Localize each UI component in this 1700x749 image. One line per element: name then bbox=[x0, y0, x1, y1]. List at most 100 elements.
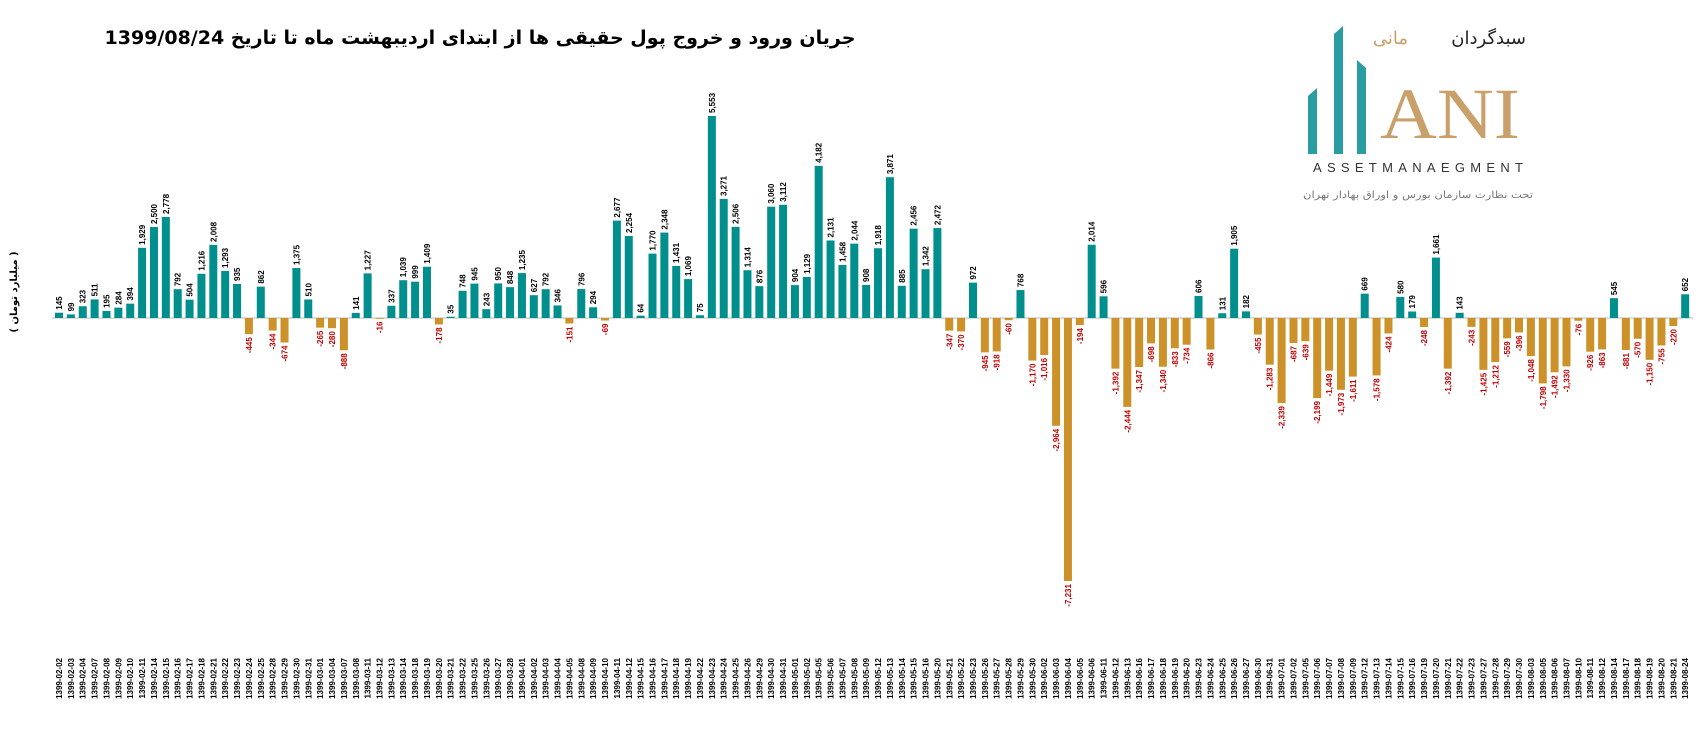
data-label: 1,039 bbox=[399, 257, 408, 278]
x-tick-label: 1399-06-16 bbox=[1135, 657, 1144, 698]
x-tick-label: 1399-06-11 bbox=[1100, 657, 1109, 698]
bar bbox=[1348, 318, 1357, 377]
data-label: -1,425 bbox=[1479, 372, 1488, 395]
x-tick-label: 1399-02-09 bbox=[114, 657, 123, 698]
data-label: 1,375 bbox=[292, 244, 301, 265]
x-tick-label: 1399-05-13 bbox=[886, 657, 895, 698]
bar bbox=[660, 232, 669, 318]
x-tick-label: 1399-02-24 bbox=[245, 657, 254, 698]
bar bbox=[909, 228, 918, 318]
data-label: 1,342 bbox=[922, 246, 931, 267]
x-tick-label: 1399-06-12 bbox=[1111, 657, 1120, 698]
x-tick-label: 1399-06-30 bbox=[1254, 657, 1263, 698]
bar bbox=[506, 287, 515, 318]
bar bbox=[767, 206, 776, 318]
x-tick-label: 1399-02-03 bbox=[67, 657, 76, 698]
logo-subtitle: ASSETMANAEGMENT bbox=[1313, 160, 1523, 175]
data-label: -2,444 bbox=[1123, 409, 1132, 432]
bar bbox=[138, 247, 147, 318]
x-tick-label: 1399-03-26 bbox=[482, 657, 491, 698]
bar bbox=[684, 279, 693, 318]
data-label: 748 bbox=[459, 274, 468, 288]
x-tick-label: 1399-04-22 bbox=[696, 657, 705, 698]
bar bbox=[695, 315, 704, 318]
bar bbox=[1313, 318, 1322, 398]
x-tick-label: 1399-04-04 bbox=[554, 657, 563, 698]
data-label: -243 bbox=[1468, 329, 1477, 346]
data-label: -1,016 bbox=[1040, 357, 1049, 380]
bar bbox=[446, 316, 455, 318]
data-label: 862 bbox=[257, 270, 266, 284]
data-label: 1,216 bbox=[197, 250, 206, 271]
x-tick-label: 1399-04-24 bbox=[720, 657, 729, 698]
x-tick-label: 1399-07-19 bbox=[1420, 657, 1429, 698]
bar bbox=[1503, 318, 1512, 339]
data-label: -1,048 bbox=[1527, 359, 1536, 382]
data-label: 1,314 bbox=[743, 247, 752, 268]
data-label: 2,131 bbox=[827, 217, 836, 238]
bar bbox=[316, 318, 325, 328]
bar bbox=[363, 273, 372, 318]
data-label: 606 bbox=[1195, 279, 1204, 293]
bar bbox=[399, 280, 408, 318]
x-tick-label: 1399-02-11 bbox=[138, 657, 147, 698]
x-tick-label: 1399-04-15 bbox=[637, 657, 646, 698]
x-tick-label: 1399-06-19 bbox=[1171, 657, 1180, 698]
bar bbox=[387, 305, 396, 318]
x-tick-label: 1399-07-13 bbox=[1373, 657, 1382, 698]
bar bbox=[197, 273, 206, 318]
data-label: -698 bbox=[1147, 346, 1156, 363]
bar bbox=[351, 312, 360, 318]
data-label: 5,553 bbox=[708, 92, 717, 113]
bar bbox=[1431, 257, 1440, 318]
x-tick-label: 1399-08-05 bbox=[1539, 657, 1548, 698]
bar bbox=[256, 286, 265, 318]
data-label: 2,778 bbox=[162, 193, 171, 214]
bar bbox=[304, 299, 313, 318]
data-label: 504 bbox=[186, 283, 195, 297]
bar bbox=[161, 216, 170, 318]
data-label: -1,578 bbox=[1373, 378, 1382, 401]
data-label: 179 bbox=[1408, 295, 1417, 309]
x-tick-label: 1399-04-19 bbox=[684, 657, 693, 698]
bar bbox=[1206, 318, 1215, 350]
data-label: -866 bbox=[1206, 352, 1215, 369]
data-label: -945 bbox=[981, 355, 990, 372]
data-label: 2,677 bbox=[613, 197, 622, 218]
x-tick-label: 1399-07-27 bbox=[1479, 657, 1488, 698]
x-tick-label: 1399-02-22 bbox=[221, 657, 230, 698]
bar bbox=[78, 306, 87, 318]
bar bbox=[885, 177, 894, 318]
x-tick-label: 1399-04-08 bbox=[577, 657, 586, 698]
x-tick-label: 1399-03-08 bbox=[352, 657, 361, 698]
bar bbox=[470, 283, 479, 318]
x-tick-label: 1399-04-03 bbox=[542, 657, 551, 698]
bar bbox=[114, 307, 123, 318]
bar bbox=[1455, 312, 1464, 318]
bar bbox=[933, 228, 942, 318]
x-tick-label: 1399-04-11 bbox=[613, 657, 622, 698]
bar bbox=[1242, 311, 1250, 318]
data-label: 768 bbox=[1016, 273, 1025, 287]
x-tick-label: 1399-03-11 bbox=[364, 657, 373, 698]
bar bbox=[624, 236, 633, 318]
x-tick-label: 1399-08-24 bbox=[1681, 657, 1690, 698]
data-label: 1,929 bbox=[138, 224, 147, 245]
bar bbox=[1040, 318, 1049, 355]
bar bbox=[1147, 318, 1156, 344]
bar bbox=[292, 267, 301, 318]
x-tick-label: 1399-02-18 bbox=[197, 657, 206, 698]
x-tick-label: 1399-03-21 bbox=[447, 657, 456, 698]
data-label: 337 bbox=[387, 289, 396, 303]
data-label: 796 bbox=[577, 272, 586, 286]
x-tick-label: 1399-04-30 bbox=[767, 657, 776, 698]
data-label: 3,112 bbox=[779, 182, 788, 202]
data-label: -833 bbox=[1171, 351, 1180, 368]
bar bbox=[565, 318, 574, 324]
data-label: -687 bbox=[1289, 345, 1298, 362]
data-label: 1,293 bbox=[221, 247, 230, 268]
x-tick-label: 1399-05-12 bbox=[874, 657, 883, 698]
data-label: -2,339 bbox=[1278, 406, 1287, 429]
x-tick-label: 1399-07-28 bbox=[1491, 657, 1500, 698]
bar bbox=[980, 318, 989, 353]
